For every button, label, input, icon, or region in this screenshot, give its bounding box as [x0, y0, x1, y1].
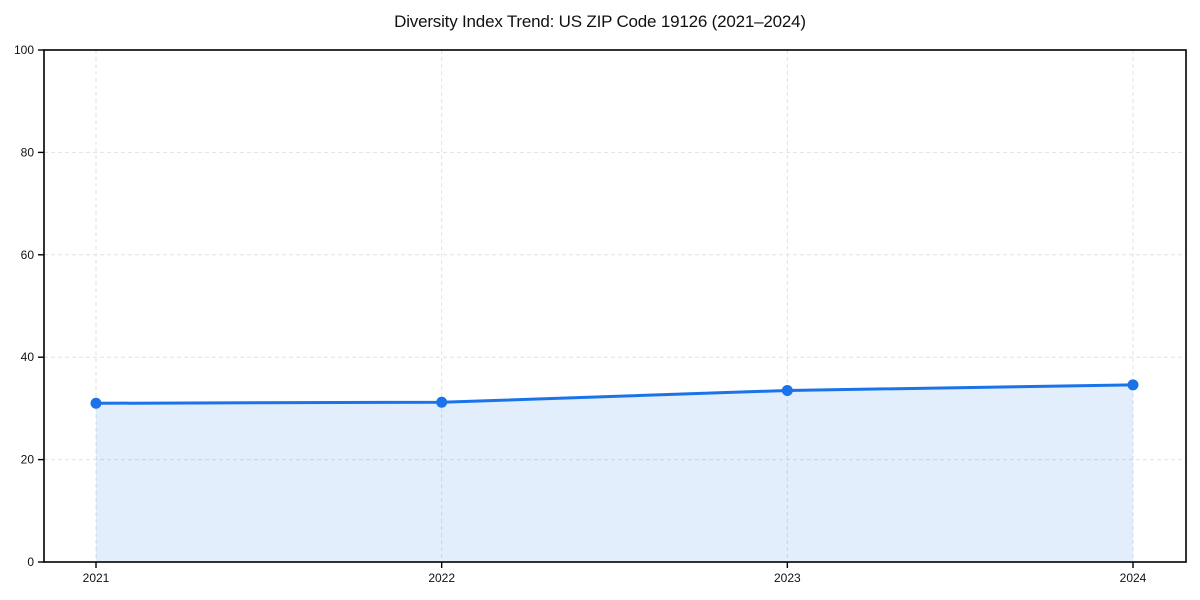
x-tick-label: 2022	[428, 571, 455, 585]
y-tick-label: 80	[21, 145, 35, 159]
x-tick-label: 2023	[774, 571, 801, 585]
plot-border	[43, 49, 1187, 563]
area-fill	[96, 384, 1133, 562]
y-tick-label: 20	[21, 453, 35, 467]
x-tick-label: 2024	[1120, 571, 1147, 585]
trend-line	[94, 383, 1135, 405]
data-point-2023	[781, 384, 793, 396]
y-tick-label: 60	[21, 248, 35, 262]
x-tick-label: 2021	[83, 571, 110, 585]
y-tick-label: 40	[21, 350, 35, 364]
y-tick-label: 100	[14, 43, 34, 57]
data-point-2021	[90, 397, 102, 409]
chart-title: Diversity Index Trend: US ZIP Code 19126…	[394, 12, 806, 31]
data-point-2024	[1127, 379, 1139, 391]
data-point-2022	[436, 396, 448, 408]
y-tick-label: 0	[27, 555, 34, 569]
